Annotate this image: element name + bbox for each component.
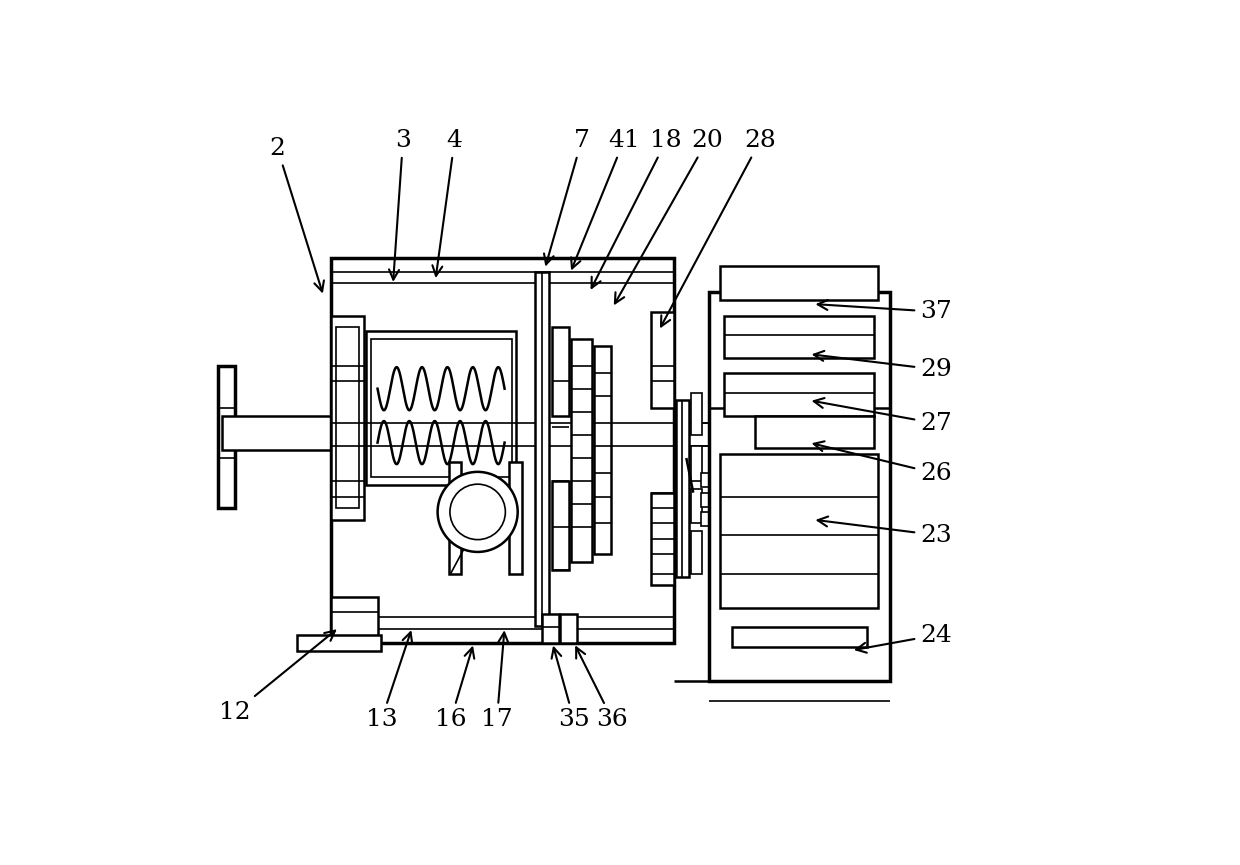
Text: 28: 28 xyxy=(661,129,776,326)
Bar xyxy=(651,311,675,408)
Bar xyxy=(651,493,675,585)
Text: 18: 18 xyxy=(591,129,682,288)
Text: 35: 35 xyxy=(552,648,590,731)
Bar xyxy=(449,462,461,573)
Bar xyxy=(542,613,558,643)
Bar xyxy=(570,339,593,562)
Bar xyxy=(331,597,377,643)
Bar xyxy=(701,512,708,526)
Text: 37: 37 xyxy=(817,300,951,324)
Text: 23: 23 xyxy=(817,516,951,547)
Text: 12: 12 xyxy=(219,631,335,724)
Bar xyxy=(296,635,382,650)
Text: 16: 16 xyxy=(435,648,474,731)
Bar xyxy=(708,292,889,682)
Bar xyxy=(536,272,549,626)
Text: 3: 3 xyxy=(389,129,410,279)
Bar xyxy=(701,493,708,507)
Bar xyxy=(691,393,703,435)
Bar xyxy=(331,316,363,520)
Bar xyxy=(724,316,874,358)
Bar xyxy=(510,462,522,573)
Text: 29: 29 xyxy=(813,351,951,381)
Text: 27: 27 xyxy=(813,398,951,435)
Text: 13: 13 xyxy=(366,632,412,731)
Bar xyxy=(724,374,874,416)
Text: 4: 4 xyxy=(433,129,463,276)
Bar xyxy=(720,454,878,608)
Bar xyxy=(691,489,703,523)
Text: 7: 7 xyxy=(544,129,589,265)
Circle shape xyxy=(450,484,506,540)
Bar xyxy=(222,416,334,451)
Text: 20: 20 xyxy=(615,129,723,304)
Bar xyxy=(755,416,874,448)
Bar xyxy=(720,266,878,300)
Text: 24: 24 xyxy=(856,624,951,653)
Text: 41: 41 xyxy=(572,129,640,268)
Circle shape xyxy=(438,472,517,552)
Bar xyxy=(701,473,708,487)
Bar xyxy=(676,400,689,577)
Text: 36: 36 xyxy=(577,647,629,731)
Bar xyxy=(218,366,236,508)
Bar xyxy=(594,346,611,554)
Bar xyxy=(691,446,703,481)
Bar xyxy=(331,258,675,643)
Bar xyxy=(552,327,569,416)
Bar xyxy=(691,531,703,573)
Text: 2: 2 xyxy=(269,137,324,292)
Bar xyxy=(371,339,512,477)
Text: 26: 26 xyxy=(813,441,951,485)
Bar xyxy=(552,481,569,570)
Bar xyxy=(366,331,516,485)
Bar xyxy=(732,627,867,647)
Bar xyxy=(336,327,360,508)
Text: 17: 17 xyxy=(481,632,512,731)
Bar xyxy=(560,613,577,643)
